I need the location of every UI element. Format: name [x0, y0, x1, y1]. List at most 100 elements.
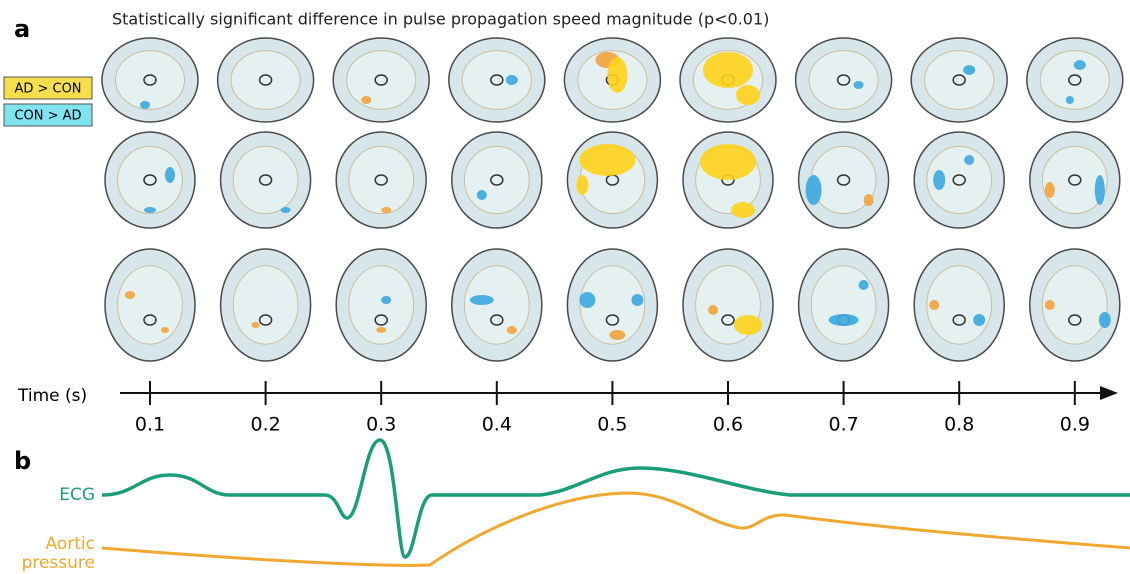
- brain-tissue: [346, 50, 417, 110]
- activation-blob: [703, 52, 753, 88]
- ticks: 0.1 0.2 0.3 0.4 0.5 0.6 0.7 0.8 0.9: [135, 381, 1090, 436]
- activation-blob: [734, 315, 762, 335]
- activation-blob: [607, 57, 628, 93]
- activation-blob: [973, 314, 986, 326]
- activation-blob: [579, 292, 596, 308]
- activation-blob: [609, 330, 626, 340]
- figure-title: Statistically significant difference in …: [112, 10, 769, 29]
- ventricle: [490, 314, 504, 326]
- activation-blob: [964, 155, 975, 165]
- activation-blob: [579, 144, 636, 176]
- axis-arrow: [1100, 386, 1118, 400]
- ventricle: [143, 74, 157, 86]
- activation-blob: [828, 314, 859, 326]
- brain-tissue: [230, 50, 301, 110]
- ventricle: [1068, 314, 1082, 326]
- activation-blob: [863, 194, 874, 206]
- activation-blob: [165, 167, 175, 183]
- ecg-trace: [101, 438, 1130, 559]
- legend-swatch: [3, 76, 93, 100]
- brain-tissue: [463, 265, 530, 345]
- brain-tissue: [117, 265, 183, 345]
- aortic-label: pressure: [22, 553, 95, 573]
- activation-blob: [1094, 175, 1105, 205]
- aortic-label: Aortic: [46, 534, 95, 554]
- ecg-label: ECG: [59, 485, 95, 505]
- legend-label: CON > AD: [14, 109, 81, 124]
- activation-blob: [1044, 182, 1055, 198]
- legend-label: AD > CON: [14, 82, 81, 97]
- ventricle: [952, 314, 966, 326]
- brain-tissue: [1041, 265, 1108, 345]
- activation-blob: [929, 300, 940, 310]
- activation-blob: [381, 296, 392, 304]
- brain-tissue: [461, 50, 532, 110]
- activation-blob: [506, 326, 517, 334]
- brain-tissue: [114, 50, 186, 110]
- brain-tissue: [1041, 145, 1108, 215]
- activation-blob: [736, 85, 760, 105]
- activation-blob: [469, 295, 494, 305]
- ventricle: [952, 174, 966, 186]
- ventricle: [374, 174, 388, 186]
- brain-tissue: [924, 50, 995, 110]
- ventricle: [1068, 74, 1082, 86]
- ventricle: [836, 74, 851, 86]
- activation-blob: [361, 96, 372, 104]
- tick-label: 0.3: [366, 414, 396, 436]
- brain-tissue: [463, 145, 530, 215]
- ventricle: [490, 74, 504, 86]
- brain-tissue: [348, 265, 415, 345]
- activation-blob: [708, 305, 718, 315]
- ventricle: [258, 174, 273, 186]
- activation-blob: [858, 280, 869, 290]
- activation-blob: [1065, 96, 1074, 104]
- activation-blob: [381, 207, 392, 213]
- activation-blob: [1073, 60, 1086, 70]
- ventricle: [374, 74, 388, 86]
- activation-blob: [805, 175, 822, 205]
- activation-blob: [125, 291, 135, 299]
- brain-tissue: [348, 145, 415, 215]
- activation-blob: [700, 144, 756, 180]
- brain-slices: [101, 37, 1124, 362]
- activation-blob: [631, 294, 644, 306]
- ventricle: [1068, 174, 1082, 186]
- panel-label: b: [14, 447, 31, 475]
- activation-blob: [144, 207, 156, 213]
- ventricle: [258, 314, 273, 326]
- brain-tissue: [808, 50, 879, 110]
- legend-swatch: [3, 103, 93, 127]
- brain-tissue: [579, 265, 646, 345]
- activation-blob: [251, 322, 260, 328]
- tick-label: 0.6: [713, 414, 743, 436]
- tick-label: 0.1: [135, 414, 165, 436]
- tick-label: 0.2: [250, 414, 280, 436]
- ventricle: [836, 174, 851, 186]
- tick-label: 0.9: [1060, 414, 1090, 436]
- activation-blob: [963, 65, 976, 75]
- activation-blob: [505, 75, 518, 85]
- activation-blob: [476, 190, 487, 200]
- brain-tissue: [926, 145, 993, 215]
- activation-blob: [161, 327, 169, 333]
- tick-label: 0.5: [597, 414, 627, 436]
- activation-blob: [140, 101, 150, 109]
- tick-label: 0.7: [828, 414, 858, 436]
- ventricle: [605, 314, 620, 326]
- tick-label: 0.4: [482, 414, 512, 436]
- activation-blob: [1098, 312, 1111, 328]
- ventricle: [258, 74, 273, 86]
- ventricle: [490, 174, 504, 186]
- activation-blob: [853, 81, 864, 89]
- brain-tissue: [117, 145, 183, 215]
- brain-tissue: [1039, 50, 1110, 110]
- brain-tissue: [232, 265, 299, 345]
- activation-blob: [376, 327, 387, 333]
- ventricle: [952, 74, 966, 86]
- aortic-trace: [101, 491, 1130, 567]
- brain-tissue: [810, 265, 877, 345]
- ventricle: [721, 314, 735, 326]
- axis-label: Time (s): [17, 386, 87, 406]
